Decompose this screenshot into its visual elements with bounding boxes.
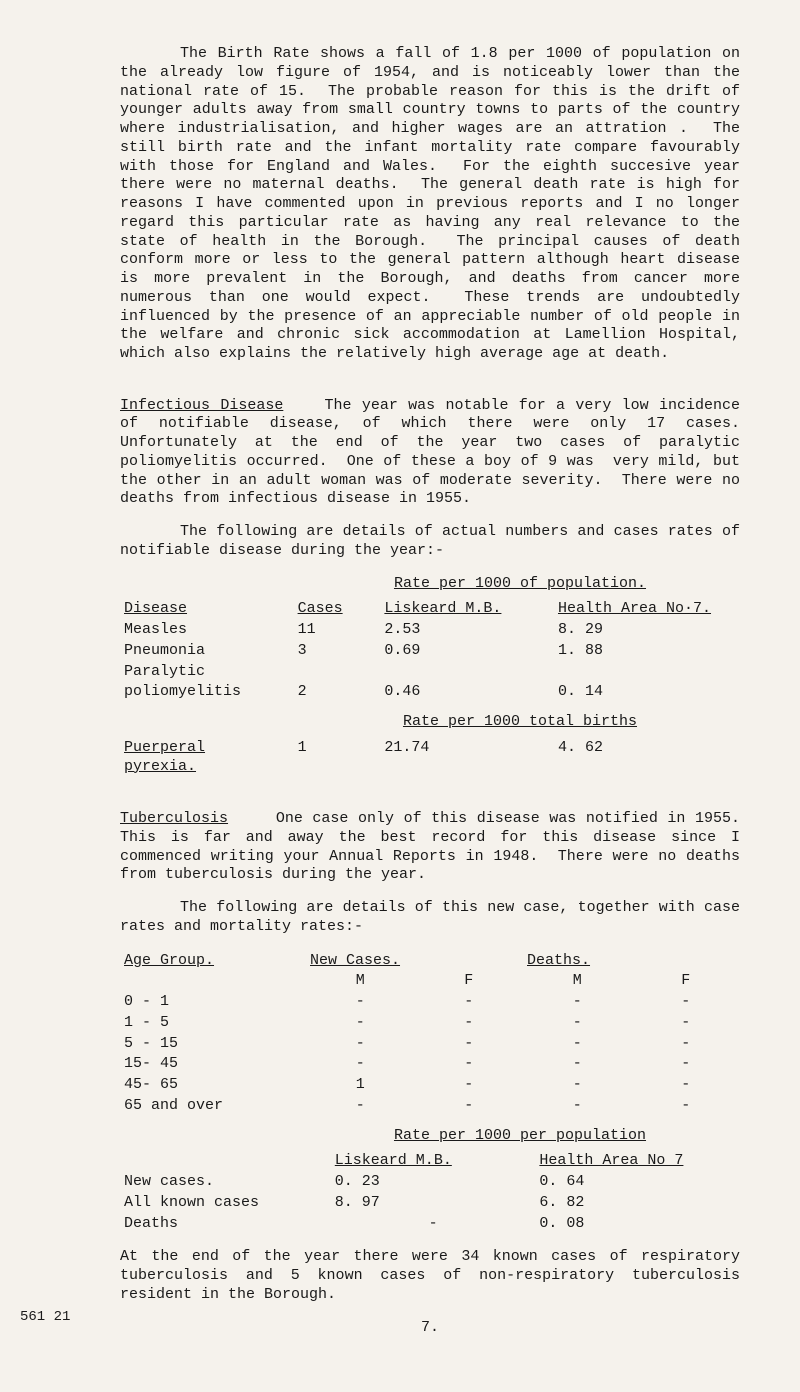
rate-births-heading: Rate per 1000 total births — [300, 713, 740, 732]
age-table: Age Group. New Cases. Deaths. M F M F 0 … — [120, 951, 740, 1117]
table-row: 0 - 1---- — [120, 992, 740, 1013]
table-row: Pneumonia 3 0.69 1. 88 — [120, 641, 740, 662]
col-age-group: Age Group. — [120, 951, 306, 972]
col-health-area: Health Area No·7. — [554, 599, 740, 620]
table-row: Deaths-0. 08 — [120, 1214, 740, 1235]
birth-rate-paragraph: The Birth Rate shows a fall of 1.8 per 1… — [120, 45, 740, 364]
col-deaths: Deaths. — [523, 951, 740, 972]
infectious-paragraph: Infectious Disease The year was notable … — [120, 378, 740, 509]
page-number: 7. — [120, 1319, 740, 1338]
table-row: 45- 651--- — [120, 1075, 740, 1096]
table-row: 5 - 15---- — [120, 1034, 740, 1055]
col-cases: Cases — [294, 599, 381, 620]
infectious-heading: Infectious Disease — [120, 397, 283, 414]
table-row: New cases.0. 230. 64 — [120, 1172, 740, 1193]
rate-pop2-heading: Rate per 1000 per population — [300, 1127, 740, 1146]
rate-pop2-table: Liskeard M.B. Health Area No 7 New cases… — [120, 1151, 740, 1234]
col-health-area2: Health Area No 7 — [535, 1151, 740, 1172]
table-row: poliomyelitis 2 0.46 0. 14 — [120, 682, 740, 703]
infectious-follow: The following are details of actual numb… — [120, 523, 740, 561]
table-subhead: M F M F — [120, 971, 740, 992]
table-row: Puerperal pyrexia. 1 21.74 4. 62 — [120, 738, 740, 778]
tb-follow: The following are details of this new ca… — [120, 899, 740, 937]
end-paragraph: At the end of the year there were 34 kno… — [120, 1248, 740, 1304]
table-row: 1 - 5---- — [120, 1013, 740, 1034]
table-row: 65 and over---- — [120, 1096, 740, 1117]
footer-number: 561 21 — [20, 1309, 70, 1327]
table-row: All known cases8. 976. 82 — [120, 1193, 740, 1214]
col-liskeard: Liskeard M.B. — [380, 599, 554, 620]
col-liskeard2: Liskeard M.B. — [331, 1151, 536, 1172]
rate-pop-heading: Rate per 1000 of population. — [300, 575, 740, 594]
puerperal-table: Puerperal pyrexia. 1 21.74 4. 62 — [120, 738, 740, 778]
table-row: Paralytic — [120, 662, 740, 683]
table-row: 15- 45---- — [120, 1054, 740, 1075]
tb-heading: Tuberculosis — [120, 810, 228, 827]
col-disease: Disease — [120, 599, 294, 620]
puerperal-label: Puerperal pyrexia. — [120, 738, 294, 778]
table-row: Measles 11 2.53 8. 29 — [120, 620, 740, 641]
col-new-cases: New Cases. — [306, 951, 523, 972]
tb-paragraph: Tuberculosis One case only of this disea… — [120, 791, 740, 885]
disease-table: Disease Cases Liskeard M.B. Health Area … — [120, 599, 740, 703]
